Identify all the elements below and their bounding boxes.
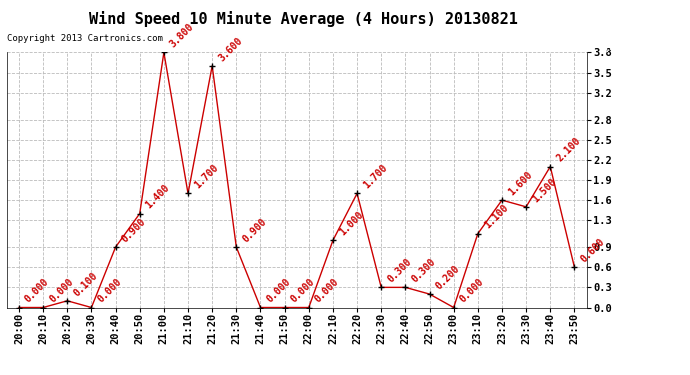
Text: Copyright 2013 Cartronics.com: Copyright 2013 Cartronics.com [7,34,163,43]
Text: Wind Speed 10 Minute Average (4 Hours) 20130821: Wind Speed 10 Minute Average (4 Hours) 2… [89,11,518,27]
Text: 0.200: 0.200 [434,264,462,291]
Text: 0.300: 0.300 [386,257,413,285]
Text: 0.000: 0.000 [265,277,293,305]
Text: 0.000: 0.000 [458,277,486,305]
Text: 1.500: 1.500 [531,176,558,204]
Text: 2.100: 2.100 [555,136,582,164]
Text: 1.100: 1.100 [482,203,510,231]
Text: 0.000: 0.000 [289,277,317,305]
Text: 0.600: 0.600 [579,237,607,264]
Text: 1.700: 1.700 [193,163,220,190]
Text: 0.900: 0.900 [120,216,148,244]
Text: 1.600: 1.600 [506,170,534,197]
Text: 1.000: 1.000 [337,210,365,238]
Text: 0.000: 0.000 [313,277,341,305]
Text: 1.400: 1.400 [144,183,172,211]
Text: 3.800: 3.800 [168,22,196,50]
Text: 0.100: 0.100 [72,270,99,298]
Text: 3.600: 3.600 [217,35,244,63]
Text: 0.000: 0.000 [96,277,124,305]
Text: 0.000: 0.000 [48,277,75,305]
Text: 0.000: 0.000 [23,277,51,305]
Text: Wind  (mph): Wind (mph) [566,42,635,52]
Text: 1.700: 1.700 [362,163,389,190]
Text: 0.300: 0.300 [410,257,437,285]
Text: 0.900: 0.900 [241,216,268,244]
